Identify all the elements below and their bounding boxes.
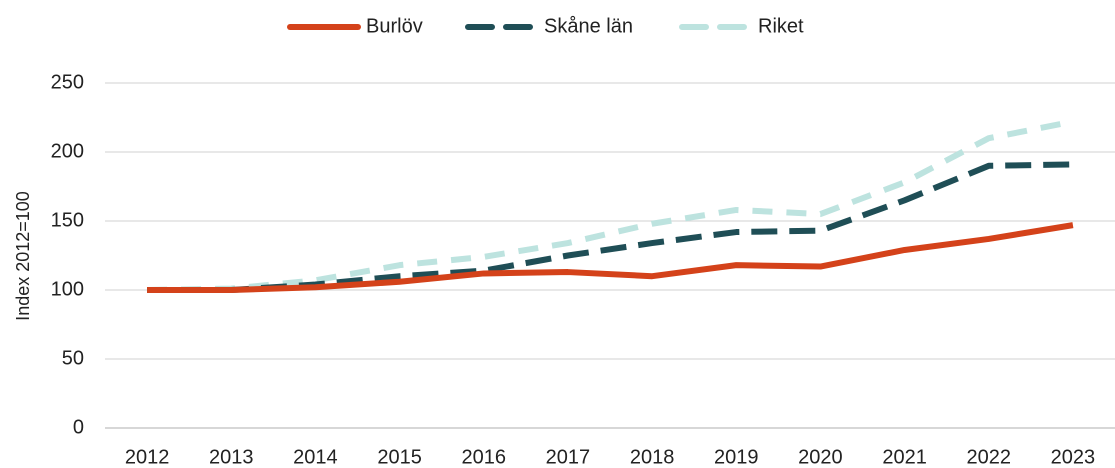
x-tick-label: 2018: [630, 446, 675, 468]
x-tick-label: 2012: [125, 446, 170, 468]
x-tick-label: 2022: [967, 446, 1012, 468]
legend-label: Burlöv: [366, 15, 423, 37]
x-tick-label: 2014: [293, 446, 338, 468]
x-tick-label: 2019: [714, 446, 759, 468]
x-tick-label: 2023: [1051, 446, 1096, 468]
x-tick-label: 2013: [209, 446, 254, 468]
y-tick-label: 200: [51, 140, 84, 162]
x-tick-label: 2021: [882, 446, 927, 468]
x-tick-label: 2017: [546, 446, 591, 468]
x-tick-label: 2016: [462, 446, 507, 468]
x-tick-label: 2020: [798, 446, 843, 468]
y-tick-label: 100: [51, 278, 84, 300]
y-tick-label: 50: [62, 347, 84, 369]
y-tick-label: 150: [51, 209, 84, 231]
legend-label: Riket: [758, 15, 804, 37]
legend-label: Skåne län: [544, 15, 633, 37]
x-tick-label: 2015: [377, 446, 422, 468]
line-series: [147, 222, 1074, 293]
line-series: [147, 118, 1074, 293]
y-tick-label: 250: [51, 71, 84, 93]
y-axis-label: Index 2012=100: [13, 191, 33, 321]
y-tick-label: 0: [73, 416, 84, 438]
